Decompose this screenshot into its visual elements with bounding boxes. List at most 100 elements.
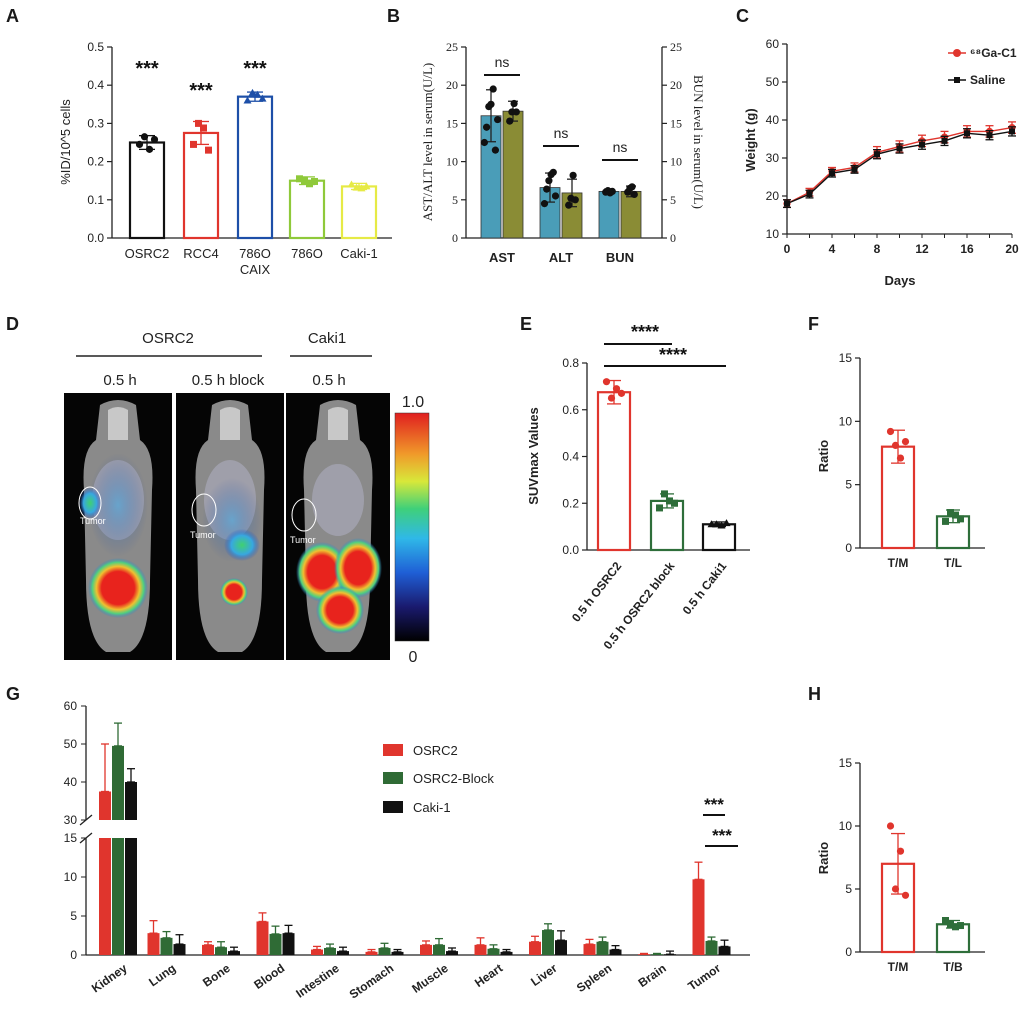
data-point — [311, 177, 318, 185]
panel-letter-d: D — [6, 314, 19, 334]
data-point — [784, 200, 790, 207]
data-point — [919, 141, 925, 148]
data-point — [942, 917, 949, 924]
y-tick-label: 10 — [64, 870, 78, 884]
y-tick-label: 0.8 — [562, 356, 579, 370]
data-point — [491, 146, 499, 154]
panel-letter-c: C — [736, 6, 749, 26]
data-point — [347, 180, 356, 188]
y-tick-label: 60 — [64, 699, 78, 713]
data-point — [617, 389, 626, 397]
data-point — [671, 499, 678, 507]
data-point — [851, 166, 858, 173]
data-point — [150, 135, 159, 144]
panel-letter-f: F — [808, 314, 819, 334]
x-tick-label: T/L — [944, 556, 962, 570]
series-line — [786, 126, 1013, 205]
significance-label: ns — [613, 139, 628, 155]
data-point — [874, 151, 880, 158]
data-point — [896, 454, 905, 462]
bar — [701, 523, 737, 552]
data-point — [306, 180, 313, 188]
data-point — [886, 427, 895, 436]
panel-letter-b: B — [387, 6, 400, 26]
x-tick-label: Liver — [528, 961, 560, 989]
y-tick-label: 0.3 — [87, 116, 104, 130]
bar — [128, 141, 166, 240]
y-tick-label: 20 — [446, 78, 458, 92]
data-point — [806, 191, 813, 198]
y-tick-label: 20 — [766, 189, 780, 203]
data-point — [205, 146, 212, 154]
y-tick-label: 0.5 — [87, 40, 104, 54]
y-tick-label: 0 — [452, 231, 458, 245]
data-point — [510, 99, 518, 108]
data-point — [551, 192, 560, 200]
x-tick-label: 4 — [829, 242, 836, 256]
data-point — [301, 177, 308, 185]
bar — [112, 745, 124, 820]
data-point — [901, 438, 910, 446]
x-tick-label: Spleen — [574, 961, 614, 995]
bar — [487, 948, 500, 955]
bar — [173, 944, 186, 955]
data-point — [200, 124, 207, 132]
x-tick-label: 12 — [915, 242, 929, 256]
bar — [112, 838, 124, 955]
y-tick-label: 30 — [766, 151, 780, 165]
x-tick-label: 20 — [1005, 242, 1019, 256]
x-tick-label: Caki-1 — [340, 246, 378, 261]
bar — [202, 944, 214, 955]
y-tick-label: 15 — [446, 116, 458, 130]
panel-letter-a: A — [6, 6, 19, 26]
y-axis-title: SUVmax Values — [526, 407, 541, 505]
bar — [705, 940, 718, 955]
data-point — [957, 515, 964, 523]
x-tick-label: Intestine — [293, 961, 342, 1001]
bar — [337, 951, 349, 955]
legend-swatch — [383, 744, 403, 756]
bar — [542, 930, 554, 955]
x-tick-label: Brain — [636, 961, 669, 990]
bar — [288, 179, 326, 240]
significance-label: *** — [243, 58, 267, 80]
bar — [609, 949, 622, 955]
bar — [598, 190, 620, 239]
bar — [500, 951, 513, 955]
y-tick-label: 5 — [70, 909, 77, 923]
bar — [269, 933, 282, 955]
legend-swatch — [383, 801, 403, 813]
y-tick-label: 15 — [64, 831, 78, 845]
y-tick-label: 5 — [452, 193, 458, 207]
chart-h: 0 5 10 15 Ratio T/M T/B — [816, 756, 985, 974]
y-tick-label: 15 — [670, 116, 682, 130]
data-point — [145, 145, 154, 153]
data-point — [630, 190, 638, 199]
y-tick-label: 0 — [845, 541, 852, 555]
legend-label: Saline — [970, 73, 1006, 87]
chart-e: 0.0 0.2 0.4 0.6 0.8 SUVmax Values 0.5 h OSRC2 0… — [526, 322, 750, 652]
significance-label: *** — [135, 58, 159, 80]
data-point — [1009, 128, 1015, 135]
significance-label: **** — [631, 322, 659, 342]
x-tick-label: Bone — [200, 961, 233, 990]
data-point — [986, 132, 993, 139]
bar — [583, 944, 596, 955]
data-point — [140, 133, 149, 141]
data-point — [248, 88, 257, 96]
data-point — [712, 520, 721, 528]
data-point — [964, 130, 970, 137]
bar — [340, 185, 378, 240]
bar — [282, 933, 295, 955]
y-tick-label: 15 — [839, 756, 853, 770]
data-point — [886, 822, 895, 830]
y-tick-label: 15 — [839, 351, 853, 365]
significance-label: **** — [659, 345, 687, 365]
data-point — [545, 177, 553, 185]
data-point — [489, 85, 497, 93]
data-point — [258, 94, 267, 102]
y-axis-title: Weight (g) — [743, 108, 758, 171]
y-tick-label: 0.1 — [87, 193, 104, 207]
x-tick-label: 0.5 h Caki1 — [680, 559, 730, 617]
